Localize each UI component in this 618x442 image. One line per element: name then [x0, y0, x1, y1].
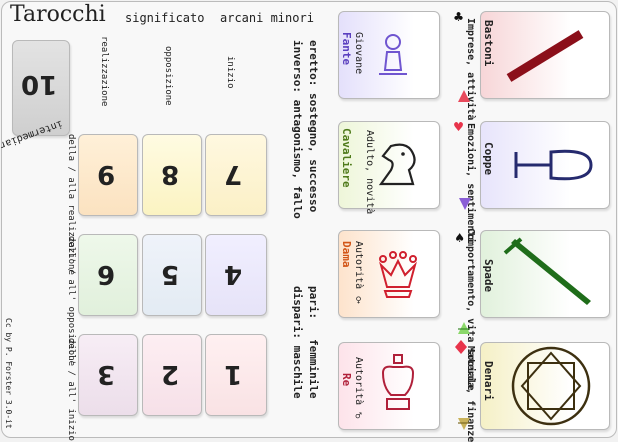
court-name: Re	[340, 373, 353, 387]
suit-card-denari[interactable]: Denari	[480, 342, 610, 430]
svg-text:♥: ♥	[454, 118, 463, 134]
svg-text:♣: ♣	[454, 8, 463, 24]
card-number: 2	[161, 359, 180, 389]
card-number: 4	[224, 259, 243, 289]
water-triangle-icon	[459, 198, 471, 210]
column-head-start: inizio	[225, 56, 235, 89]
suit-meaning: Comportamento, vita sociale	[465, 228, 476, 391]
number-card-10[interactable]: 10	[12, 40, 70, 136]
number-card-5[interactable]: 5	[142, 234, 202, 316]
court-card-cavaliere[interactable]: Cavaliere Adulto, novità	[338, 121, 440, 214]
suit-meaning: Materia, finanze	[465, 346, 476, 442]
svg-text:♠: ♠	[455, 229, 464, 245]
suit-card-spade[interactable]: Spade	[480, 230, 610, 318]
number-card-1[interactable]: 1	[205, 334, 267, 416]
suit-name: Bastoni	[482, 20, 495, 67]
court-meaning: Autorità ♀	[353, 241, 364, 307]
card-number: 6	[97, 259, 116, 289]
spade-icon: ♠	[455, 229, 464, 245]
card-number: 5	[161, 259, 180, 289]
page-title: Tarocchi	[10, 2, 106, 27]
diamond-icon	[455, 340, 467, 354]
note-reversed: inverso: antagonismo, fallo	[291, 40, 304, 219]
suit-name: Denari	[482, 361, 495, 401]
pawn-icon	[379, 34, 407, 75]
cup-icon	[514, 149, 593, 181]
suit-card-coppe[interactable]: Coppe	[480, 121, 610, 209]
club-icon: ♣	[454, 8, 463, 24]
court-meaning: Adulto, novità	[364, 130, 375, 215]
suit-meaning: Imprese, attività	[465, 18, 476, 121]
row-label-opposition: dell' / all' opposizione	[66, 236, 76, 367]
earth-triangle-icon	[458, 418, 470, 430]
king-icon	[381, 354, 415, 410]
row-label-start: dell' / all' inizio	[66, 338, 76, 441]
page-subtitle: significato	[125, 11, 205, 25]
number-card-8[interactable]: 8	[142, 134, 202, 216]
court-card-re[interactable]: Re Autorità ♂	[338, 342, 440, 430]
number-card-2[interactable]: 2	[142, 334, 202, 416]
page-subtitle-suits: arcani minori	[220, 11, 314, 25]
court-card-fante[interactable]: Fante Giovane	[338, 11, 440, 99]
court-meaning: Giovane	[353, 32, 364, 75]
suit-meaning: Emozioni, sentimenti	[465, 123, 476, 244]
heart-icon: ♥	[454, 118, 463, 134]
coin-icon	[511, 346, 591, 426]
credit-text: Cc by P. Forster 3.0-it	[4, 318, 13, 429]
card-number: 3	[97, 359, 116, 389]
court-name: Dama	[340, 241, 353, 268]
card-number: 8	[161, 159, 180, 189]
column-head-realization: realizzazione	[99, 36, 109, 107]
court-name: Fante	[340, 32, 353, 66]
row-label-realization: della / alla realizzazione	[66, 134, 76, 275]
staff-icon	[506, 30, 584, 82]
court-card-dama[interactable]: Dama Autorità ♀	[338, 230, 440, 318]
card-number: 9	[97, 159, 116, 189]
number-card-3[interactable]: 3	[78, 334, 138, 416]
number-card-7[interactable]: 7	[205, 134, 267, 216]
sword-icon	[503, 237, 591, 305]
note-even: pari: femminile	[307, 286, 320, 399]
knight-icon	[378, 143, 416, 186]
card-number: 10	[21, 69, 58, 99]
number-card-6[interactable]: 6	[78, 234, 138, 316]
column-head-opposition: opposizione	[163, 46, 173, 106]
suit-card-bastoni[interactable]: Bastoni	[480, 11, 610, 99]
card-number: 7	[224, 159, 243, 189]
fire-triangle-icon	[458, 90, 470, 102]
number-card-9[interactable]: 9	[78, 134, 138, 216]
court-name: Cavaliere	[340, 128, 353, 188]
card-number: 1	[224, 359, 243, 389]
suit-name: Coppe	[482, 142, 495, 176]
queen-icon	[379, 251, 417, 298]
note-upright: eretto: sostegno, successo	[307, 40, 320, 213]
court-meaning: Autorità ♂	[353, 357, 364, 423]
air-triangle-icon	[458, 322, 470, 334]
number-card-4[interactable]: 4	[205, 234, 267, 316]
note-odd: dispari: maschile	[291, 286, 304, 399]
suit-name: Spade	[482, 259, 495, 293]
